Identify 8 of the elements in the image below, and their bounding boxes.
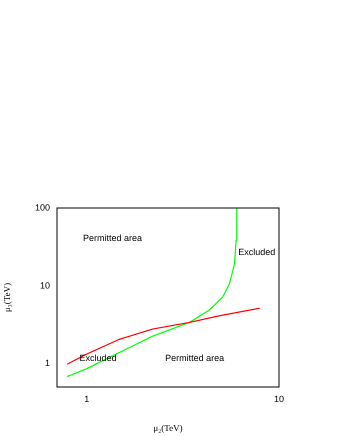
y-tick-label: 10 [40,280,50,290]
y-tick-label: 1 [44,358,50,368]
annotation: Permitted area [165,352,224,363]
y-tick-label: 100 [34,202,50,212]
annotation: Permitted area [82,232,142,243]
annotation: Excluded [238,247,276,258]
x-axis-title: μ₂(TeV) [153,422,183,433]
y-axis-title: μ₃(TeV) [2,282,12,312]
